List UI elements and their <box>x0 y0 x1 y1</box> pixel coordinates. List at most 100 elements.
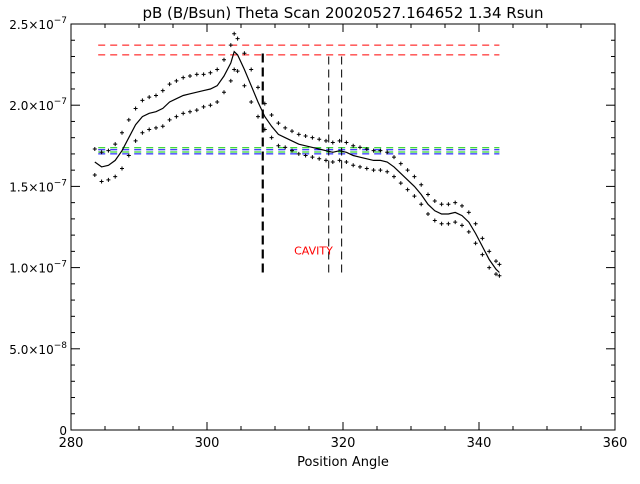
data-point <box>133 106 138 111</box>
data-point <box>432 199 437 204</box>
data-point <box>120 166 124 171</box>
data-point <box>194 108 199 113</box>
data-point <box>99 150 104 155</box>
y-tick-mantissa: 2.5×10 <box>9 18 53 32</box>
data-point <box>133 138 138 143</box>
data-point <box>392 174 396 179</box>
data-point <box>140 98 145 103</box>
data-point <box>412 174 417 179</box>
y-tick-mantissa: 0 <box>59 424 67 438</box>
data-point <box>235 36 240 41</box>
data-point <box>188 109 192 114</box>
data-point <box>358 164 362 169</box>
data-point <box>412 194 417 199</box>
data-point <box>126 117 131 122</box>
data-point <box>181 111 186 116</box>
data-point <box>487 249 492 254</box>
data-point <box>426 212 430 217</box>
data-point <box>371 168 376 173</box>
data-point <box>160 88 165 93</box>
smoothed-profile-line <box>94 50 500 273</box>
data-point <box>378 148 383 153</box>
data-point <box>194 72 199 77</box>
data-point <box>480 236 485 241</box>
data-point <box>351 163 356 168</box>
data-point <box>92 173 97 178</box>
data-point <box>453 200 458 205</box>
y-tick-exponent: −8 <box>54 341 68 351</box>
data-point <box>269 135 274 140</box>
x-tick-label: 340 <box>467 436 492 451</box>
data-point <box>256 85 260 90</box>
y-tick-mantissa: 2.0×10 <box>9 99 53 113</box>
data-point <box>487 265 492 270</box>
cavity-annotation: CAVITY <box>294 245 333 258</box>
data-point <box>419 202 424 207</box>
data-point <box>324 158 328 163</box>
data-point <box>126 153 131 158</box>
data-point <box>160 124 165 129</box>
x-tick-label: 300 <box>195 436 220 451</box>
data-point <box>290 148 294 153</box>
y-tick-exponent: −7 <box>54 260 67 270</box>
x-tick-label: 360 <box>603 436 628 451</box>
data-point <box>181 75 186 80</box>
data-point <box>405 168 410 173</box>
data-point <box>497 262 502 267</box>
reference-lines <box>98 44 500 273</box>
data-point <box>310 135 315 140</box>
data-point <box>222 57 226 62</box>
data-point <box>167 82 172 87</box>
data-point <box>249 99 254 104</box>
data-point <box>337 158 342 163</box>
data-point <box>276 121 281 126</box>
data-point <box>330 140 335 145</box>
data-point <box>208 70 213 75</box>
data-point <box>208 103 213 108</box>
data-point <box>242 51 247 56</box>
data-point <box>232 67 237 72</box>
data-point <box>242 83 247 88</box>
data-point <box>405 187 410 192</box>
data-point <box>371 148 376 153</box>
data-point <box>201 72 206 77</box>
data-point <box>398 181 403 186</box>
y-tick-label: 0 <box>59 424 67 438</box>
data-point <box>232 31 237 36</box>
data-point <box>269 112 274 117</box>
y-tick-exponent: −7 <box>54 16 67 26</box>
y-tick-exponent: −7 <box>54 178 67 188</box>
y-axis: 05.0×10−81.0×10−71.5×10−72.0×10−72.5×10−… <box>9 16 615 438</box>
data-point <box>446 221 451 226</box>
data-point <box>337 138 342 143</box>
data-point <box>351 143 356 148</box>
data-point <box>426 192 430 197</box>
data-point <box>446 202 451 207</box>
data-point <box>140 130 145 135</box>
data-point <box>154 125 158 130</box>
data-point <box>494 272 498 277</box>
data-point <box>113 142 118 147</box>
data-point <box>358 145 362 150</box>
data-point <box>344 140 349 145</box>
data-point <box>228 43 233 48</box>
data-point <box>188 73 192 78</box>
data-point <box>494 259 498 264</box>
data-point <box>201 104 206 109</box>
data-point <box>154 93 158 98</box>
data-point <box>324 138 328 143</box>
data-point <box>473 241 478 246</box>
data-point <box>317 137 322 142</box>
data-point <box>344 160 349 165</box>
data-point <box>378 168 383 173</box>
data-point <box>92 147 97 152</box>
x-tick-label: 280 <box>59 436 84 451</box>
data-point <box>419 182 424 187</box>
y-tick-label: 2.5×10−7 <box>9 16 67 32</box>
y-tick-exponent: −7 <box>54 97 67 107</box>
data-point <box>106 148 111 153</box>
data-point <box>249 67 254 72</box>
chart-title: pB (B/Bsun) Theta Scan 20020527.164652 1… <box>142 4 543 22</box>
data-point <box>453 220 458 225</box>
